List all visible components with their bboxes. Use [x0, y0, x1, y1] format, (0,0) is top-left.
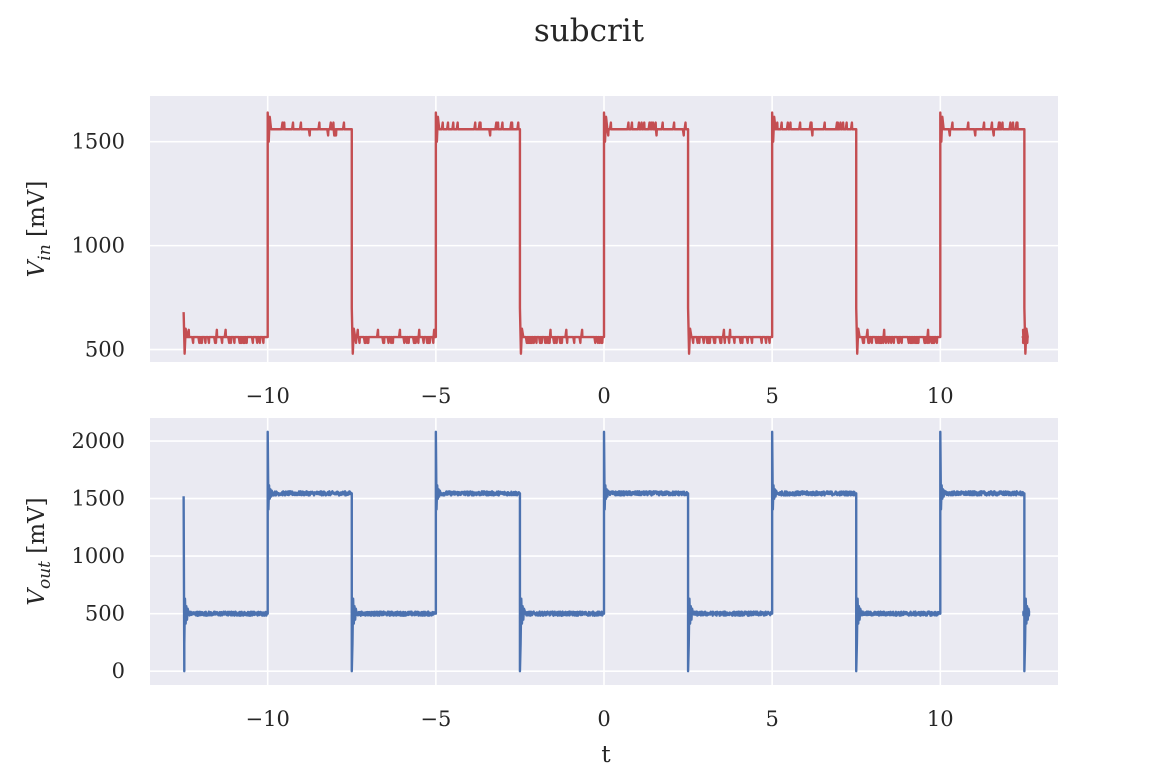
vin-axes: −10 −5 0 5 10 500 1000 1500 Vin [mV]	[24, 96, 1058, 408]
vin-ytick-label: 1000	[72, 234, 125, 258]
vin-xtick-label: 0	[597, 384, 610, 408]
figure-title: subcrit	[534, 13, 645, 49]
vin-ytick-label: 500	[85, 338, 125, 362]
vin-ylabel: Vin [mV]	[24, 181, 55, 278]
vout-axes: −10 −5 0 5 10 0 500 1000 1500 2000 Vout [mV] t	[24, 418, 1058, 768]
vin-xtick-label: 10	[927, 384, 954, 408]
vin-xtick-label: −5	[420, 384, 451, 408]
vin-xtick-label: −10	[246, 384, 290, 408]
vout-ytick-label: 2000	[72, 429, 125, 453]
vout-series-line	[182, 430, 1031, 673]
vin-xtick-label: 5	[765, 384, 778, 408]
vout-ylabel: Vout [mV]	[24, 497, 55, 605]
vout-xtick-label: −10	[246, 707, 290, 731]
vin-series-line	[182, 111, 1029, 355]
vin-ytick-label: 1500	[72, 130, 125, 154]
vout-ytick-label: 500	[85, 602, 125, 626]
vout-xtick-label: 0	[597, 707, 610, 731]
vout-ytick-label: 1000	[72, 544, 125, 568]
vout-xtick-label: −5	[420, 707, 451, 731]
vout-ytick-label: 0	[112, 659, 125, 683]
vout-xtick-label: 10	[927, 707, 954, 731]
vout-xlabel: t	[601, 742, 611, 768]
vout-ytick-label: 1500	[72, 487, 125, 511]
vout-xtick-label: 5	[765, 707, 778, 731]
